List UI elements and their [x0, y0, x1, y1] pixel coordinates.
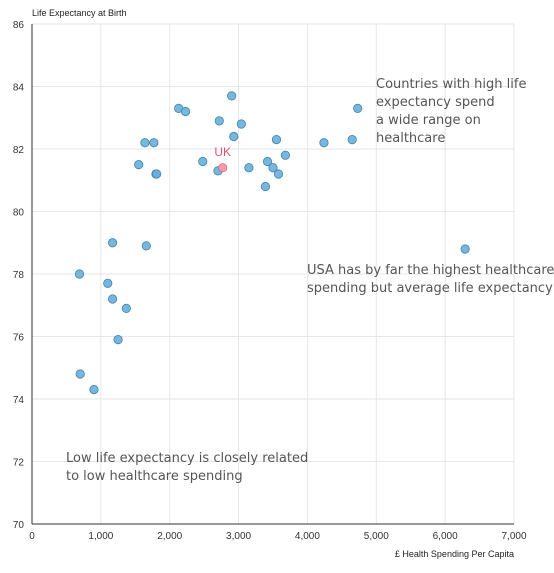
data-point — [113, 335, 123, 345]
highlight-point — [218, 163, 228, 173]
x-tick-label: 7,000 — [501, 531, 526, 542]
annotation-high-life-expectancy: Countries with high life expectancy spen… — [376, 77, 531, 146]
data-point — [107, 294, 118, 304]
data-point — [347, 135, 357, 145]
data-point — [121, 303, 131, 313]
data-point — [280, 150, 290, 160]
annotation-line: a wide range on — [376, 113, 481, 128]
y-tick-label: 74 — [13, 395, 25, 406]
x-tick-label: 2,000 — [157, 531, 182, 542]
annotation-line: expectancy spend — [376, 95, 495, 110]
x-axis-ticks: 0 1,000 2,000 3,000 4,000 5,000 6,000 7,000 — [29, 531, 527, 542]
x-tick-label: 5,000 — [364, 531, 389, 542]
data-point — [107, 238, 118, 248]
data-point — [152, 169, 162, 179]
y-tick-label: 70 — [13, 520, 25, 531]
data-point — [75, 369, 85, 379]
axes — [31, 24, 514, 525]
data-point — [268, 163, 278, 173]
data-point — [180, 106, 191, 117]
data-point — [273, 169, 284, 179]
y-axis-ticks: 70 72 74 76 78 80 82 84 86 — [13, 20, 25, 531]
highlight-point-group: UK — [214, 145, 231, 173]
data-point — [141, 241, 151, 251]
data-point — [271, 135, 282, 145]
y-tick-label: 84 — [13, 83, 25, 94]
data-point — [262, 156, 273, 167]
data-point — [214, 116, 224, 126]
data-point — [244, 163, 254, 173]
y-tick-label: 82 — [13, 145, 25, 156]
y-tick-label: 72 — [13, 458, 25, 469]
data-point — [103, 278, 113, 288]
data-point — [353, 103, 363, 113]
annotation-usa: USA has by far the highest healthcare sp… — [307, 263, 554, 296]
y-axis-title: Life Expectancy at Birth — [32, 8, 127, 18]
annotation-line: healthcare — [376, 131, 445, 146]
annotation-line: Countries with high life — [376, 77, 526, 92]
x-tick-label: 3,000 — [226, 531, 251, 542]
annotation-line: to low healthcare spending — [66, 469, 243, 484]
annotation-line: USA has by far the highest healthcare — [307, 263, 554, 278]
highlight-label: UK — [214, 145, 231, 159]
y-tick-label: 80 — [13, 208, 25, 219]
y-tick-label: 76 — [13, 333, 25, 344]
x-tick-label: 4,000 — [295, 531, 320, 542]
data-point — [140, 138, 150, 148]
data-point — [227, 91, 237, 101]
data-point — [89, 385, 99, 395]
data-point — [198, 156, 208, 167]
data-point — [260, 181, 271, 192]
y-tick-label: 86 — [13, 20, 25, 31]
annotation-line: spending but average life expectancy — [307, 281, 553, 296]
x-tick-label: 0 — [29, 531, 35, 542]
data-point — [229, 131, 239, 142]
x-axis-title: £ Health Spending Per Capita — [395, 549, 514, 559]
annotation-low-life-expectancy: Low life expectancy is closely related t… — [66, 451, 312, 484]
gridlines — [31, 23, 515, 525]
data-points — [74, 91, 470, 395]
data-point — [134, 160, 144, 170]
data-point — [74, 269, 85, 279]
x-tick-label: 6,000 — [433, 531, 458, 542]
data-point — [319, 138, 329, 148]
data-point — [149, 138, 159, 148]
annotation-line: Low life expectancy is closely related — [66, 451, 308, 466]
x-tick-label: 1,000 — [88, 531, 113, 542]
y-tick-label: 78 — [13, 270, 25, 281]
data-point — [236, 119, 246, 129]
data-point — [460, 244, 470, 254]
